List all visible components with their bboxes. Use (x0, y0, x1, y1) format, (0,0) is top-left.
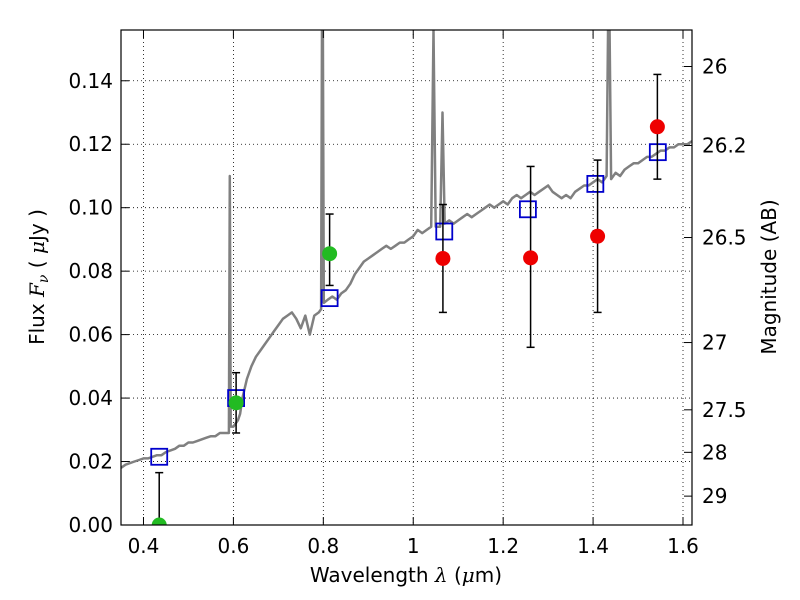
series-layer (121, 30, 692, 525)
x-tick-label: 1.2 (487, 534, 519, 558)
x-tick-label: 1 (407, 534, 420, 558)
x-tick-label: 0.4 (128, 534, 160, 558)
x-tick-label: 1.6 (667, 534, 699, 558)
nir-observation-point (590, 228, 606, 244)
x-tick-label: 0.6 (217, 534, 249, 558)
y-tick-label: 0.00 (68, 513, 113, 537)
x-axis-title: Wavelength λ (μm) (310, 563, 502, 587)
optical-observation-point (151, 517, 167, 525)
optical-observation-point (322, 246, 338, 262)
nir-observation-point (435, 250, 451, 266)
y-tick-label: 0.12 (68, 132, 113, 156)
optical-observation-point (228, 395, 244, 411)
nir-observation-point (649, 119, 665, 135)
y2-tick-label: 27 (702, 331, 727, 355)
y-tick-label: 0.06 (68, 323, 113, 347)
y-axis-title: Flux Fν ( μJy ) (25, 209, 52, 345)
model-photometry-square (150, 447, 169, 466)
template-spectrum-line (121, 30, 692, 469)
nir-observation-point (523, 250, 539, 266)
plot-frame (120, 29, 693, 526)
y2-axis-title: Magnitude (AB) (757, 199, 781, 354)
x-tick-label: 0.8 (307, 534, 339, 558)
y-tick-label: 0.14 (68, 69, 113, 93)
y2-tick-label: 26.2 (702, 134, 747, 158)
y2-tick-label: 27.5 (702, 398, 747, 422)
tick-layer: 0.4 0.6 0.8 1 1.2 1.4 1.6 0.00 0.02 0.04 0.06 0.08 0… (68, 30, 747, 558)
y2-tick-label: 29 (702, 484, 727, 508)
y2-tick-label: 26.5 (702, 226, 747, 250)
y2-tick-label: 28 (702, 440, 727, 464)
model-photometry-square (518, 200, 537, 219)
y2-tick-label: 26 (702, 54, 727, 78)
grid-layer (121, 30, 692, 526)
y-tick-label: 0.08 (68, 259, 113, 283)
model-photometry-square (586, 174, 605, 193)
model-photometry-square (320, 289, 339, 308)
model-photometry-square (435, 222, 454, 241)
y-tick-label: 0.04 (68, 386, 113, 410)
y-tick-label: 0.10 (68, 196, 113, 220)
x-tick-label: 1.4 (577, 534, 609, 558)
y-tick-label: 0.02 (68, 450, 113, 474)
